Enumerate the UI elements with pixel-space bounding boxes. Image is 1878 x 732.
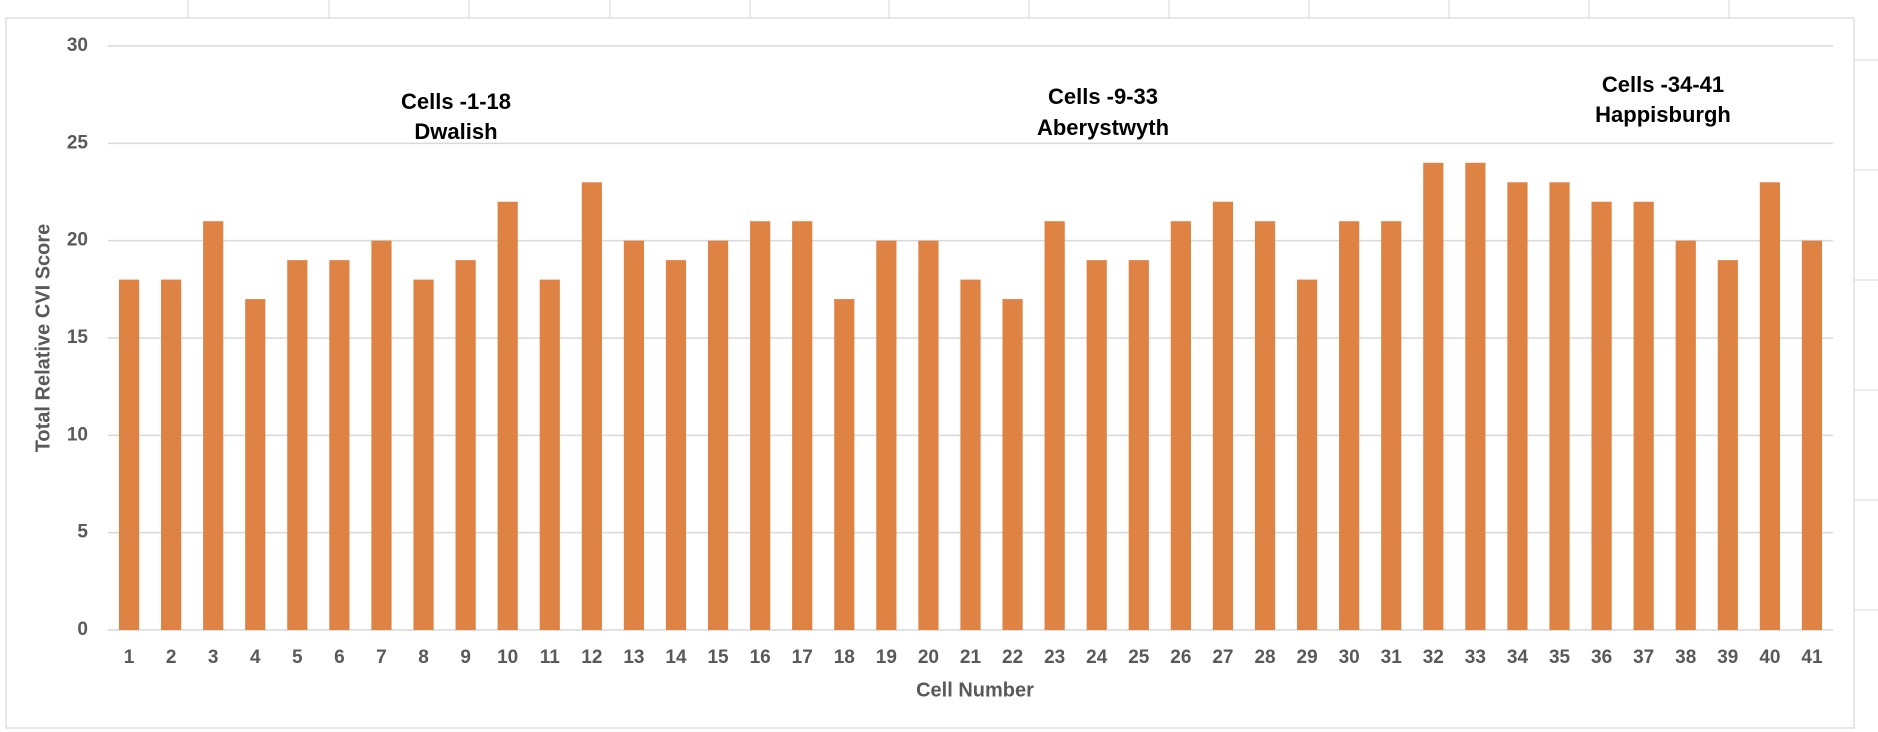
x-tick-label: 32	[1423, 647, 1444, 668]
bar	[287, 260, 308, 630]
bar	[539, 279, 560, 630]
y-tick-label: 25	[67, 132, 89, 153]
y-tick-label: 10	[67, 424, 88, 445]
bar	[371, 240, 392, 630]
bar	[1633, 201, 1654, 630]
bar	[581, 182, 602, 630]
bar	[1339, 221, 1360, 630]
bar	[118, 279, 140, 630]
bar	[1381, 221, 1402, 630]
x-tick-label: 14	[665, 647, 687, 668]
bar	[834, 299, 855, 630]
x-tick-label: 18	[834, 647, 855, 668]
x-tick-label: 6	[334, 647, 345, 668]
annotation: Happisburgh	[1595, 102, 1731, 127]
bar	[1675, 240, 1696, 630]
x-tick-label: 22	[1002, 647, 1023, 668]
x-tick-label: 34	[1507, 647, 1529, 668]
bar	[203, 221, 224, 630]
x-tick-label: 1	[124, 647, 135, 668]
x-tick-label: 5	[292, 647, 303, 668]
annotation: Cells -1-18	[401, 89, 511, 114]
x-tick-label: 10	[497, 647, 518, 668]
bar	[1044, 221, 1065, 630]
x-tick-label: 4	[250, 647, 261, 668]
bar	[960, 279, 981, 630]
bar	[1549, 182, 1570, 630]
bar	[665, 260, 687, 630]
bar	[1128, 260, 1149, 630]
annotation: Cells -9-33	[1048, 84, 1158, 109]
x-tick-label: 2	[166, 647, 177, 668]
x-tick-label: 17	[792, 647, 813, 668]
bar	[792, 221, 813, 630]
bar	[1717, 260, 1738, 630]
x-tick-label: 36	[1591, 647, 1612, 668]
bar	[329, 260, 350, 630]
y-axis-title: Total Relative CVI Score	[32, 224, 54, 453]
bar	[1591, 201, 1612, 630]
x-tick-label: 37	[1633, 647, 1654, 668]
bar	[1801, 240, 1823, 630]
x-tick-label: 16	[750, 647, 771, 668]
x-tick-label: 15	[707, 647, 729, 668]
x-tick-label: 33	[1465, 647, 1486, 668]
x-tick-label: 19	[876, 647, 897, 668]
x-tick-label: 13	[623, 647, 644, 668]
annotation: Cells -34-41	[1602, 72, 1724, 97]
annotation: Dwalish	[414, 119, 497, 144]
x-tick-label: 11	[540, 647, 561, 668]
bar	[707, 240, 729, 630]
y-tick-label: 0	[77, 619, 88, 640]
x-tick-label: 8	[418, 647, 429, 668]
x-tick-label: 35	[1549, 647, 1571, 668]
x-tick-label: 41	[1801, 647, 1823, 668]
bar	[161, 279, 182, 630]
x-tick-label: 27	[1212, 647, 1233, 668]
x-tick-label: 38	[1675, 647, 1696, 668]
annotation: Aberystwyth	[1037, 115, 1169, 140]
bar	[918, 240, 939, 630]
x-tick-label: 25	[1128, 647, 1150, 668]
x-axis-title: Cell Number	[916, 679, 1034, 701]
y-tick-label: 5	[77, 522, 88, 543]
bar	[1507, 182, 1528, 630]
x-tick-label: 30	[1339, 647, 1360, 668]
bar	[1086, 260, 1107, 630]
x-tick-label: 28	[1254, 647, 1275, 668]
spreadsheet-cells	[187, 0, 1878, 611]
x-tick-label: 31	[1381, 647, 1403, 668]
bar	[1212, 201, 1234, 630]
bar	[1423, 162, 1444, 631]
x-tick-label: 12	[581, 647, 602, 668]
bar	[1170, 221, 1191, 630]
x-tick-label: 24	[1086, 647, 1108, 668]
x-tick-label: 7	[376, 647, 387, 668]
x-tick-label: 21	[960, 647, 982, 668]
x-tick-label: 3	[208, 647, 219, 668]
bar	[1759, 182, 1780, 630]
x-tick-label: 40	[1759, 647, 1780, 668]
y-tick-label: 30	[67, 35, 88, 56]
bar	[623, 240, 645, 630]
bar	[245, 299, 266, 630]
y-tick-label: 15	[67, 327, 89, 348]
x-tick-label: 20	[918, 647, 939, 668]
bar	[455, 260, 476, 630]
bar	[413, 279, 434, 630]
x-tick-label: 9	[460, 647, 471, 668]
bar	[497, 201, 518, 630]
x-tick-label: 39	[1717, 647, 1738, 668]
x-tick-label: 26	[1170, 647, 1191, 668]
bar	[1296, 279, 1318, 630]
x-tick-label: 29	[1297, 647, 1318, 668]
bar	[876, 240, 897, 630]
bar	[1002, 299, 1023, 630]
bar	[1465, 162, 1486, 631]
y-tick-label: 20	[67, 230, 88, 251]
bar	[750, 221, 771, 630]
bar	[1254, 221, 1276, 630]
x-tick-label: 23	[1044, 647, 1065, 668]
